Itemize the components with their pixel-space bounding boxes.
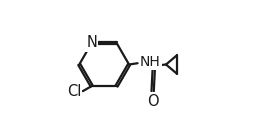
Text: NH: NH <box>140 55 161 69</box>
Text: N: N <box>86 35 97 50</box>
Text: Cl: Cl <box>67 84 81 99</box>
Text: O: O <box>147 94 158 109</box>
